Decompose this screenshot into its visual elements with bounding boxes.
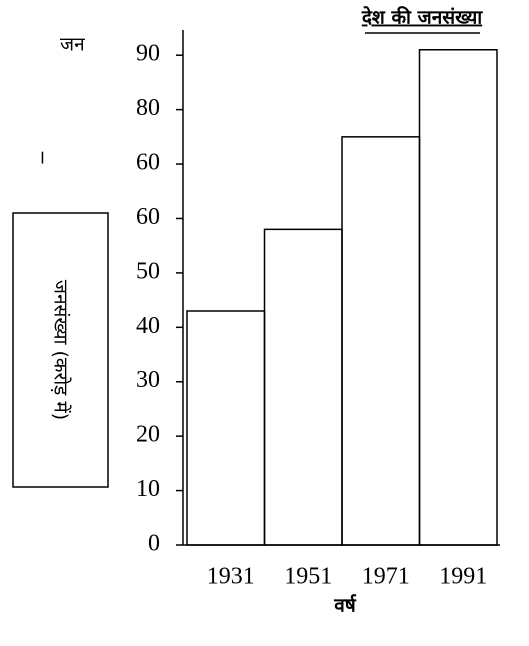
bar [418, 49, 498, 546]
y-tick-label: 90 [136, 41, 160, 67]
y-tick-label: 60 [136, 204, 160, 230]
y-tick-label: 80 [136, 95, 160, 121]
y-tick-label: 0 [148, 531, 160, 557]
x-tick-label: 1931 [207, 564, 255, 590]
y-tick-label: 30 [136, 367, 160, 393]
y-tick-label: 20 [136, 422, 160, 448]
y-tick-label: 50 [136, 258, 160, 284]
x-tick-label: 1951 [284, 564, 332, 590]
bar [186, 310, 266, 546]
x-tick-label: 1991 [439, 564, 487, 590]
fragment-text: । [38, 147, 45, 169]
bar [341, 136, 421, 546]
chart-title: देश की जनसंख्या [361, 6, 483, 29]
y-label-box [12, 212, 109, 488]
y-axis-label: जनसंख्या (करोड़ में) [50, 280, 73, 420]
x-axis-label: वर्ष [333, 594, 357, 617]
fragment-text: जन [60, 34, 85, 56]
y-tick-label: 40 [136, 313, 160, 339]
x-tick-label: 1971 [362, 564, 410, 590]
y-tick-label: 60 [136, 150, 160, 176]
bar [263, 228, 343, 546]
y-tick-label: 10 [136, 476, 160, 502]
